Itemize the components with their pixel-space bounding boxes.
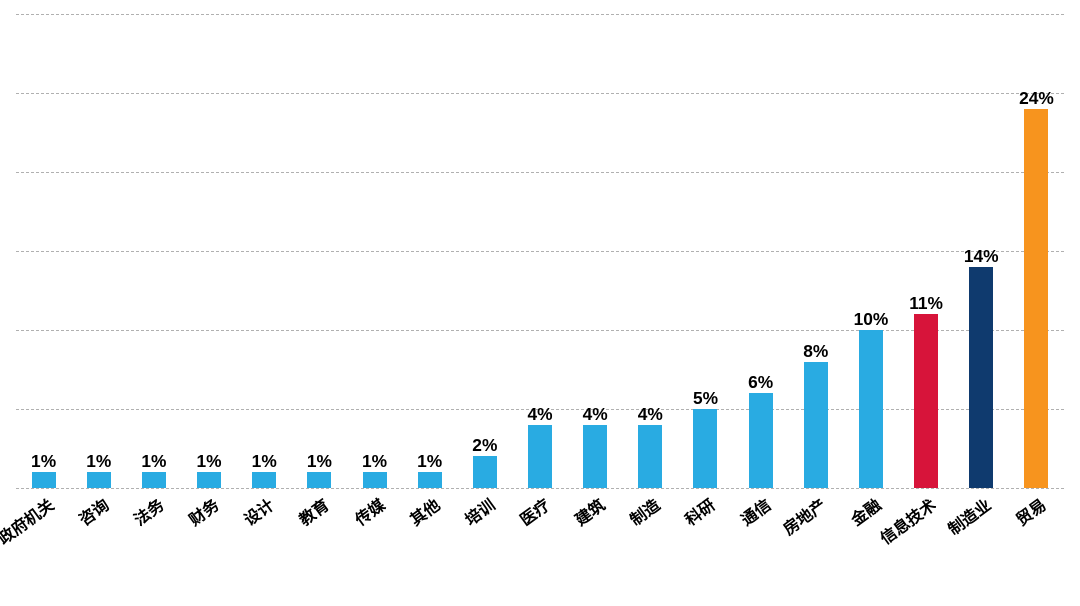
bar: 4% [638,425,662,488]
bar-value-label: 1% [362,451,387,472]
bar-value-label: 1% [307,451,332,472]
bar-slot: 1% [181,14,236,488]
bar: 2% [473,456,497,488]
bar-value-label: 4% [583,404,608,425]
x-axis-label: 建筑 [569,492,609,530]
x-axis-label: 其他 [404,492,444,530]
bar-slot: 1% [402,14,457,488]
bar-value-label: 8% [803,341,828,362]
bar-slot: 2% [457,14,512,488]
x-axis-label: 政府机关 [0,492,58,549]
bar: 5% [693,409,717,488]
bar-slot: 11% [899,14,954,488]
x-axis-label: 科研 [680,492,720,530]
bar: 1% [418,472,442,488]
x-axis-label: 咨询 [73,492,113,530]
bar-value-label: 1% [252,451,277,472]
bar: 1% [87,472,111,488]
bars-container: 1%1%1%1%1%1%1%1%2%4%4%4%5%6%8%10%11%14%2… [16,14,1064,488]
bar-slot: 1% [126,14,181,488]
bar-slot: 24% [1009,14,1064,488]
x-axis-label: 财务 [183,492,223,530]
bar: 1% [197,472,221,488]
bar-slot: 6% [733,14,788,488]
bar-value-label: 4% [527,404,552,425]
bar-slot: 8% [788,14,843,488]
x-axis-label: 教育 [293,492,333,530]
bar: 1% [142,472,166,488]
bar-value-label: 1% [141,451,166,472]
industry-bar-chart: 1%1%1%1%1%1%1%1%2%4%4%4%5%6%8%10%11%14%2… [16,14,1064,588]
bar-value-label: 1% [86,451,111,472]
bar: 8% [804,362,828,488]
x-axis-label: 设计 [238,492,278,530]
x-axis-label: 制造 [624,492,664,530]
bar: 11% [914,314,938,488]
bar-value-label: 24% [1019,88,1054,109]
gridline [16,488,1064,489]
x-axis-label: 制造业 [942,492,995,540]
bar-value-label: 1% [31,451,56,472]
x-axis-labels: 政府机关咨询法务财务设计教育传媒其他培训医疗建筑制造科研通信房地产金融信息技术制… [16,492,1064,588]
bar-value-label: 2% [472,435,497,456]
bar-value-label: 6% [748,372,773,393]
plot-area: 1%1%1%1%1%1%1%1%2%4%4%4%5%6%8%10%11%14%2… [16,14,1064,488]
bar-slot: 4% [623,14,678,488]
x-axis-label: 贸易 [1011,492,1051,530]
bar-value-label: 1% [197,451,222,472]
bar-slot: 4% [512,14,567,488]
bar-value-label: 4% [638,404,663,425]
bar: 24% [1024,109,1048,488]
x-axis-label: 传媒 [349,492,389,530]
bar-slot: 1% [347,14,402,488]
bar: 1% [32,472,56,488]
bar-slot: 1% [71,14,126,488]
x-axis-label: 通信 [735,492,775,530]
bar: 4% [528,425,552,488]
x-axis-label: 培训 [459,492,499,530]
x-axis-label: 医疗 [514,492,554,530]
bar-slot: 14% [954,14,1009,488]
bar-value-label: 1% [417,451,442,472]
bar: 4% [583,425,607,488]
x-axis-label: 房地产 [777,492,830,540]
bar-value-label: 5% [693,388,718,409]
bar: 6% [749,393,773,488]
bar: 1% [307,472,331,488]
bar-slot: 4% [568,14,623,488]
bar-slot: 5% [678,14,733,488]
bar-value-label: 11% [909,293,943,314]
bar-slot: 10% [843,14,898,488]
x-axis-label: 信息技术 [874,492,940,549]
bar: 14% [969,267,993,488]
bar-value-label: 14% [964,246,999,267]
bar-slot: 1% [292,14,347,488]
bar-slot: 1% [237,14,292,488]
bar: 1% [252,472,276,488]
bar: 10% [859,330,883,488]
bar-slot: 1% [16,14,71,488]
bar: 1% [363,472,387,488]
bar-value-label: 10% [854,309,889,330]
x-axis-label: 法务 [128,492,168,530]
